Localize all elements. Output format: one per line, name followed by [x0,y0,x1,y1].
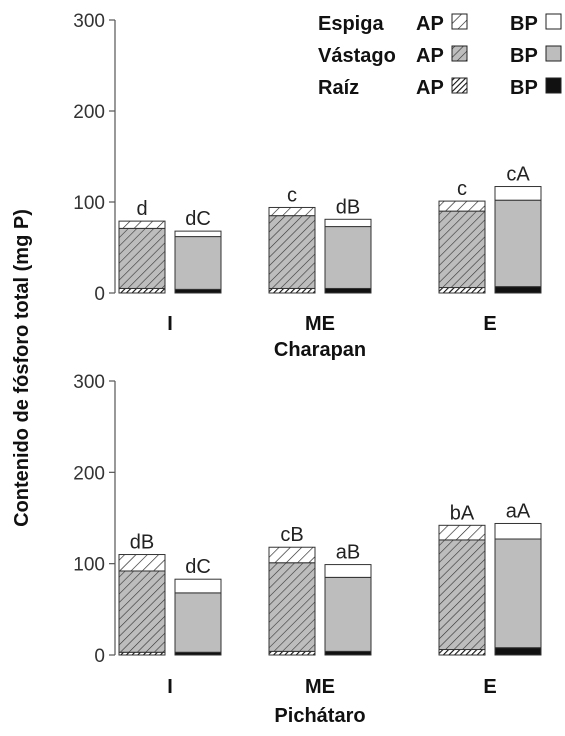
legend-ap-label: AP [416,13,444,35]
legend-label: Vástago [318,45,396,67]
y-tick-label: 200 [73,102,105,123]
bar-me-ap-vastago [268,562,316,652]
bar-e-ap-raiz [438,649,486,656]
significance-label: aB [336,542,360,564]
significance-label: cB [280,524,303,546]
y-tick-label: 200 [73,463,105,484]
y-tick-label: 0 [94,284,105,305]
panel-1: 0 100 200 300 d dC c dB c cA I ME E Charapan [73,11,542,361]
significance-label: aA [506,500,531,522]
bar-me-ap-raiz [268,650,316,656]
y-tick-label: 300 [73,11,105,32]
legend-bp-label: BP [510,13,538,35]
significance-label: bA [450,502,475,524]
legend-bp-label: BP [510,77,538,99]
y-tick-label: 0 [94,646,105,667]
bar-i-bp-raiz [174,288,222,294]
legend-swatch-ap [451,45,468,62]
bar-me-bp-vastago [324,576,372,652]
bar-i-bp-vastago [174,236,222,290]
bar-e-ap-vastago [438,539,486,651]
significance-label: dB [336,196,360,218]
bar-e-bp-espiga [494,186,542,201]
x-tick-label: E [483,313,496,335]
bar-me-bp-espiga [324,564,372,578]
legend-label: Espiga [318,13,384,35]
y-tick-label: 300 [73,372,105,393]
x-axis-label: Charapan [274,339,366,361]
x-tick-label: I [167,313,173,335]
bar-e-ap-espiga [438,524,486,541]
panel-2: 0 100 200 300 dB dC cB aB bA aA I ME E Pichátaro [73,372,542,727]
significance-label: dC [185,208,211,230]
bar-e-bp-vastago [494,538,542,649]
bar-i-ap-vastago [118,570,166,653]
bar-i-bp-vastago [174,592,222,653]
x-tick-label: E [483,676,496,698]
significance-label: dC [185,556,211,578]
bar-me-ap-raiz [268,287,316,294]
legend-swatch-bp [545,77,562,94]
legend: Espiga AP BP Vástago AP BP Raíz AP BP [318,13,562,99]
x-tick-label: ME [305,676,335,698]
significance-label: c [287,184,297,206]
legend-label: Raíz [318,77,359,99]
x-tick-label: I [167,676,173,698]
significance-label: dB [130,532,154,554]
legend-bp-label: BP [510,45,538,67]
bar-e-ap-raiz [438,287,486,294]
bar-i-ap-raiz [118,287,166,294]
x-axis-label: Pichátaro [274,705,365,727]
bar-i-ap-vastago [118,227,166,289]
bar-i-ap-espiga [118,554,166,572]
significance-label: c [457,178,467,200]
y-axis-label: Contenido de fósforo total (mg P) [11,209,33,527]
bar-e-bp-raiz [494,647,542,656]
x-tick-label: ME [305,313,335,335]
legend-ap-label: AP [416,77,444,99]
bar-e-bp-vastago [494,199,542,288]
bar-me-ap-vastago [268,215,316,289]
bar-i-bp-espiga [174,578,222,594]
bar-me-bp-raiz [324,650,372,656]
legend-swatch-ap [451,77,468,94]
bar-e-ap-vastago [438,210,486,289]
bar-me-ap-espiga [268,206,316,217]
bar-e-bp-raiz [494,286,542,294]
bar-me-ap-espiga [268,546,316,564]
significance-label: cA [506,164,530,186]
bar-me-bp-raiz [324,287,372,294]
bar-e-bp-espiga [494,522,542,540]
y-tick-label: 100 [73,193,105,214]
legend-swatch-bp [545,45,562,62]
bar-e-ap-espiga [438,200,486,212]
legend-swatch-bp [545,13,562,30]
bar-me-bp-espiga [324,218,372,228]
y-tick-label: 100 [73,555,105,576]
bar-i-bp-espiga [174,230,222,238]
legend-ap-label: AP [416,45,444,67]
bar-i-ap-espiga [118,220,166,229]
significance-label: d [136,198,147,220]
bar-me-bp-vastago [324,226,372,289]
legend-swatch-ap [451,13,468,30]
